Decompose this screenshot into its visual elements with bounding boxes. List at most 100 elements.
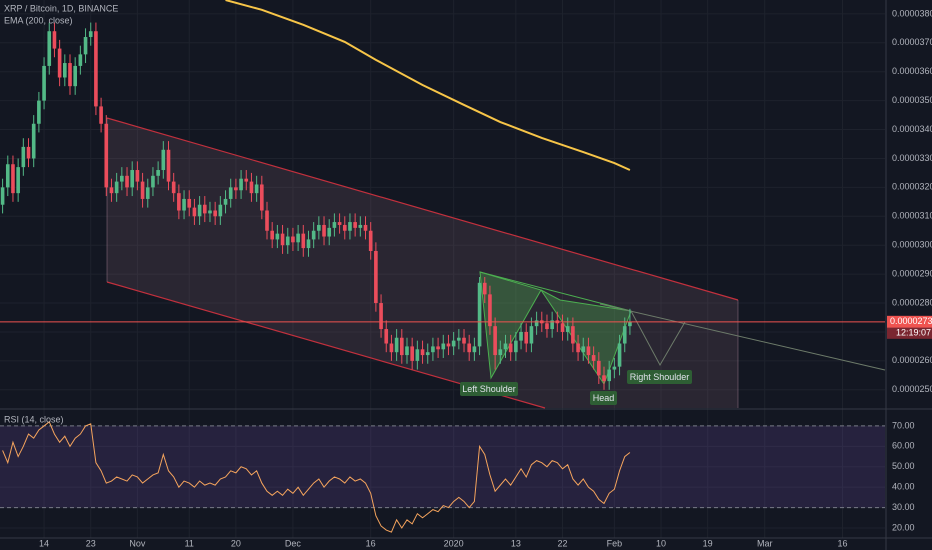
- candle-body: [425, 352, 430, 356]
- candle-body: [327, 227, 332, 237]
- candle-body: [306, 239, 311, 249]
- candle-body: [348, 222, 352, 231]
- line-series: [2, 421, 631, 533]
- candle-body: [244, 178, 249, 182]
- candle-body: [223, 198, 228, 205]
- candle-body: [337, 222, 342, 225]
- candle-body: [130, 170, 135, 188]
- candle-body: [68, 63, 72, 87]
- candle-body: [420, 349, 425, 356]
- x-tick-label: 20: [231, 538, 241, 548]
- candle-body: [368, 230, 373, 251]
- candle-body: [446, 343, 451, 347]
- candle-body: [135, 170, 140, 182]
- y-tick-label: 0.00003400: [892, 124, 932, 134]
- x-tick-label: 16: [837, 538, 847, 548]
- candle-body: [47, 31, 52, 66]
- label-box: [627, 370, 692, 384]
- candle-body: [591, 355, 596, 361]
- candle-body: [457, 337, 461, 341]
- candle-body: [462, 337, 466, 344]
- candle-body: [317, 224, 321, 231]
- x-tick-label: 14: [39, 538, 49, 548]
- y-tick-label: 0.00002500: [892, 384, 932, 394]
- candle-body: [301, 233, 306, 249]
- candle-body: [384, 329, 389, 344]
- y-tick-label: 0.00003000: [892, 240, 932, 250]
- channel-upper: [106, 117, 739, 301]
- annotation: Left Shoulder: [462, 384, 516, 394]
- last-price-label: 0.00002735: [890, 316, 932, 326]
- candle-body: [37, 100, 41, 124]
- candle-body: [285, 236, 290, 246]
- y-tick-label: 0.00003500: [892, 95, 932, 105]
- legend-symbol: XRP / Bitcoin, 1D, BINANCE: [4, 3, 118, 13]
- candle-body: [151, 175, 155, 188]
- candle-body: [104, 123, 109, 188]
- candle-body: [78, 54, 83, 66]
- y-tick-label: 70.00: [892, 420, 915, 430]
- x-tick-label: Dec: [285, 538, 302, 548]
- candle-body: [228, 187, 233, 199]
- candle-body: [451, 340, 456, 347]
- candle-body: [488, 294, 492, 327]
- candle-body: [156, 170, 160, 176]
- candle-body: [332, 222, 337, 228]
- x-tick-label: 2020: [444, 538, 464, 548]
- candle-body: [529, 326, 534, 344]
- candle-body: [612, 366, 617, 370]
- candle-body: [482, 282, 487, 295]
- pattern-neckline: [479, 271, 632, 312]
- candle-body: [57, 48, 62, 78]
- label-box: [590, 391, 617, 405]
- candle-body: [265, 210, 269, 231]
- candle-body: [342, 224, 347, 231]
- candle-body: [311, 230, 316, 240]
- candle-body: [120, 175, 124, 182]
- candle-body: [291, 236, 295, 243]
- x-tick-label: 22: [558, 538, 568, 548]
- candle-body: [534, 320, 539, 327]
- candle-body: [73, 65, 77, 87]
- y-tick-label: 0.00003600: [892, 66, 932, 76]
- candle-body: [565, 326, 570, 332]
- candle-body: [581, 346, 586, 353]
- x-tick-label: 19: [703, 538, 713, 548]
- y-tick-label: 0.00002800: [892, 297, 932, 307]
- candle-body: [379, 303, 383, 330]
- candle-body: [508, 343, 513, 353]
- candle-body: [602, 375, 606, 382]
- annotation: Right Shoulder: [630, 372, 690, 382]
- candle-body: [31, 123, 36, 159]
- candle-body: [161, 149, 166, 171]
- candle-body: [394, 337, 399, 353]
- line-series: [225, 0, 631, 171]
- countdown-box: [887, 327, 932, 339]
- candle-body: [234, 187, 238, 191]
- candle-body: [218, 204, 223, 217]
- y-tick-label: 0.00002900: [892, 268, 932, 278]
- candle-body: [280, 233, 285, 246]
- projection: [630, 310, 686, 367]
- candle-body: [322, 224, 326, 237]
- candle-body: [410, 346, 414, 361]
- x-tick-label: 11: [185, 538, 194, 548]
- candle-body: [622, 326, 627, 344]
- x-tick-label: 10: [656, 538, 666, 548]
- candle-body: [617, 343, 622, 367]
- y-tick-label: 40.00: [892, 482, 915, 492]
- candle-body: [415, 349, 420, 361]
- candle-body: [249, 181, 254, 194]
- candle-body: [503, 343, 508, 350]
- candle-body: [21, 146, 26, 168]
- label-box: [460, 382, 518, 396]
- candle-body: [436, 346, 440, 350]
- candle-body: [145, 187, 150, 199]
- y-tick-label: 20.00: [892, 522, 915, 532]
- candle-body: [607, 369, 611, 382]
- x-tick-label: Mar: [757, 538, 773, 548]
- candle-body: [596, 360, 601, 376]
- candle-body: [296, 233, 300, 243]
